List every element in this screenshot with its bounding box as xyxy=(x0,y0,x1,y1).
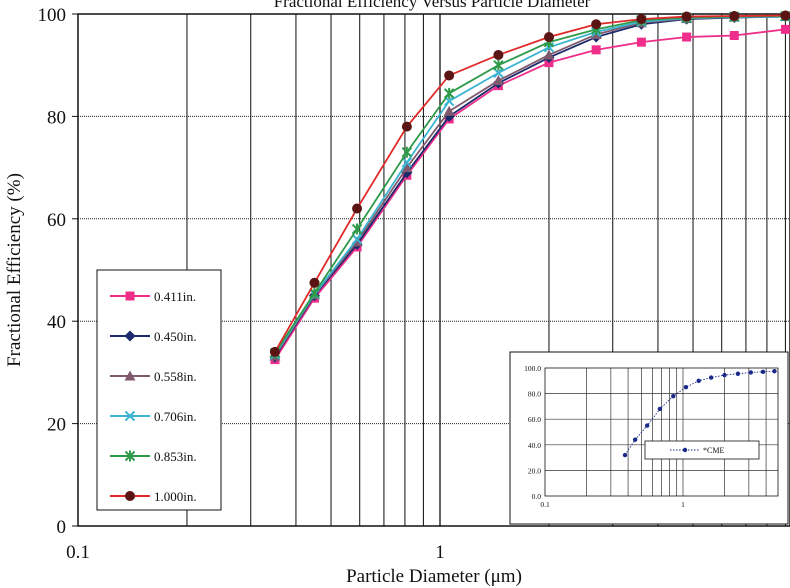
inset-data-point xyxy=(760,369,766,375)
data-point xyxy=(401,162,413,173)
data-point xyxy=(309,277,320,288)
inset-data-point xyxy=(696,378,701,383)
x-tick-labels: 0.1 1 xyxy=(66,542,445,563)
inset-chart: 0.0 20.0 40.0 60.0 80.0 100.0 0.1 1 *CME xyxy=(509,351,789,525)
legend-item: 0.706in. xyxy=(110,409,197,424)
inset-data-point xyxy=(735,371,741,376)
legend-items: 0.411in. 0.450in. 0.558in. 0.706in. 0.853in.… xyxy=(110,289,197,504)
inset-data-point xyxy=(671,393,676,399)
data-point xyxy=(269,346,280,357)
data-point xyxy=(309,287,320,299)
x-tick-label: 0.1 xyxy=(66,542,90,563)
inset-plot-area xyxy=(544,367,779,497)
data-point xyxy=(401,121,412,132)
y-tick-label: 100 xyxy=(38,5,67,26)
inset-frame xyxy=(509,351,789,525)
y-tick-label: 0 xyxy=(57,517,67,538)
data-point xyxy=(729,31,739,41)
inset-y-tick-label: 20.0 xyxy=(528,466,541,475)
legend-label: 0.853in. xyxy=(154,449,197,464)
legend-marker xyxy=(124,450,136,462)
inset-data-point xyxy=(622,452,628,458)
data-point xyxy=(351,223,363,235)
legend-label: 1.000in. xyxy=(154,489,197,504)
y-axis-label: Fractional Efficiency (%) xyxy=(4,173,25,367)
legend-marker xyxy=(124,410,136,422)
y-tick-label: 20 xyxy=(47,415,66,436)
data-point xyxy=(444,70,455,81)
inset-data-point xyxy=(632,437,638,442)
legend-item: 0.411in. xyxy=(110,289,196,304)
inset-legend-label: *CME xyxy=(703,446,724,455)
inset-data-point xyxy=(722,372,727,378)
legend-label: 0.450in. xyxy=(154,329,197,344)
legend-item: 0.450in. xyxy=(110,329,197,344)
legend-label: 0.411in. xyxy=(154,289,196,304)
legend-marker xyxy=(124,370,136,381)
inset-data-point xyxy=(644,423,650,428)
data-point xyxy=(351,234,363,245)
plot-frame xyxy=(77,13,790,527)
inset-data-point xyxy=(683,385,689,390)
data-point xyxy=(493,59,504,71)
data-point xyxy=(443,105,455,116)
inset-y-tick-label: 0.0 xyxy=(532,492,542,501)
data-point xyxy=(591,19,602,30)
data-point xyxy=(493,49,504,60)
data-point xyxy=(780,10,790,21)
data-point xyxy=(443,87,455,99)
series-layer xyxy=(269,10,790,365)
data-point xyxy=(543,32,554,43)
inset-y-tick-label: 100.0 xyxy=(524,364,541,373)
y-tick-label: 40 xyxy=(47,312,66,333)
legend-item: 0.558in. xyxy=(110,369,197,384)
data-point xyxy=(352,203,363,214)
inset-x-tick-label: 0.1 xyxy=(540,500,550,509)
data-point xyxy=(682,32,692,42)
inset-y-tick-label: 40.0 xyxy=(528,441,541,450)
legend-item: 0.853in. xyxy=(110,449,197,464)
inset-y-tick-label: 80.0 xyxy=(528,390,541,399)
legend-marker xyxy=(125,491,135,501)
x-axis-label: Particle Diameter (μm) xyxy=(346,566,522,587)
inset-legend-box xyxy=(644,440,760,460)
chart-title: Fractional Efficiency Versus Particle Di… xyxy=(274,0,591,11)
legend-marker xyxy=(125,291,135,301)
data-point xyxy=(492,75,504,86)
legend-box xyxy=(96,269,222,511)
inset-data-point xyxy=(748,370,754,375)
series-1.000in. xyxy=(269,10,790,357)
y-tick-labels: 0 20 40 60 80 100 xyxy=(38,5,78,538)
legend: 0.411in. 0.450in. 0.558in. 0.706in. 0.853in.… xyxy=(96,269,222,511)
data-point xyxy=(401,157,413,168)
legend-marker xyxy=(124,330,136,342)
inset-x-tick-label: 1 xyxy=(681,500,685,509)
x-tick-label: 1 xyxy=(435,542,445,563)
inset-series xyxy=(622,369,777,458)
data-point xyxy=(543,49,555,60)
y-tick-label: 60 xyxy=(47,210,66,231)
legend-label: 0.706in. xyxy=(154,409,197,424)
data-point xyxy=(681,11,692,22)
data-point xyxy=(729,11,740,22)
inset-legend: *CME xyxy=(670,446,724,455)
y-tick-label: 80 xyxy=(47,107,66,128)
inset-data-point xyxy=(772,369,777,374)
inset-tick-labels: 0.0 20.0 40.0 60.0 80.0 100.0 0.1 1 xyxy=(524,364,685,509)
data-point xyxy=(401,146,413,158)
inset-legend-marker xyxy=(682,447,688,453)
data-point xyxy=(780,24,790,34)
legend-label: 0.558in. xyxy=(154,369,197,384)
inset-y-tick-label: 60.0 xyxy=(528,415,541,424)
legend-item: 1.000in. xyxy=(110,489,197,504)
data-point xyxy=(636,14,647,25)
data-point xyxy=(493,67,504,79)
data-point xyxy=(636,37,646,47)
data-point xyxy=(591,45,601,55)
inset-data-point xyxy=(708,375,714,380)
inset-data-point xyxy=(657,406,663,412)
inset-series-*CME xyxy=(622,369,777,458)
